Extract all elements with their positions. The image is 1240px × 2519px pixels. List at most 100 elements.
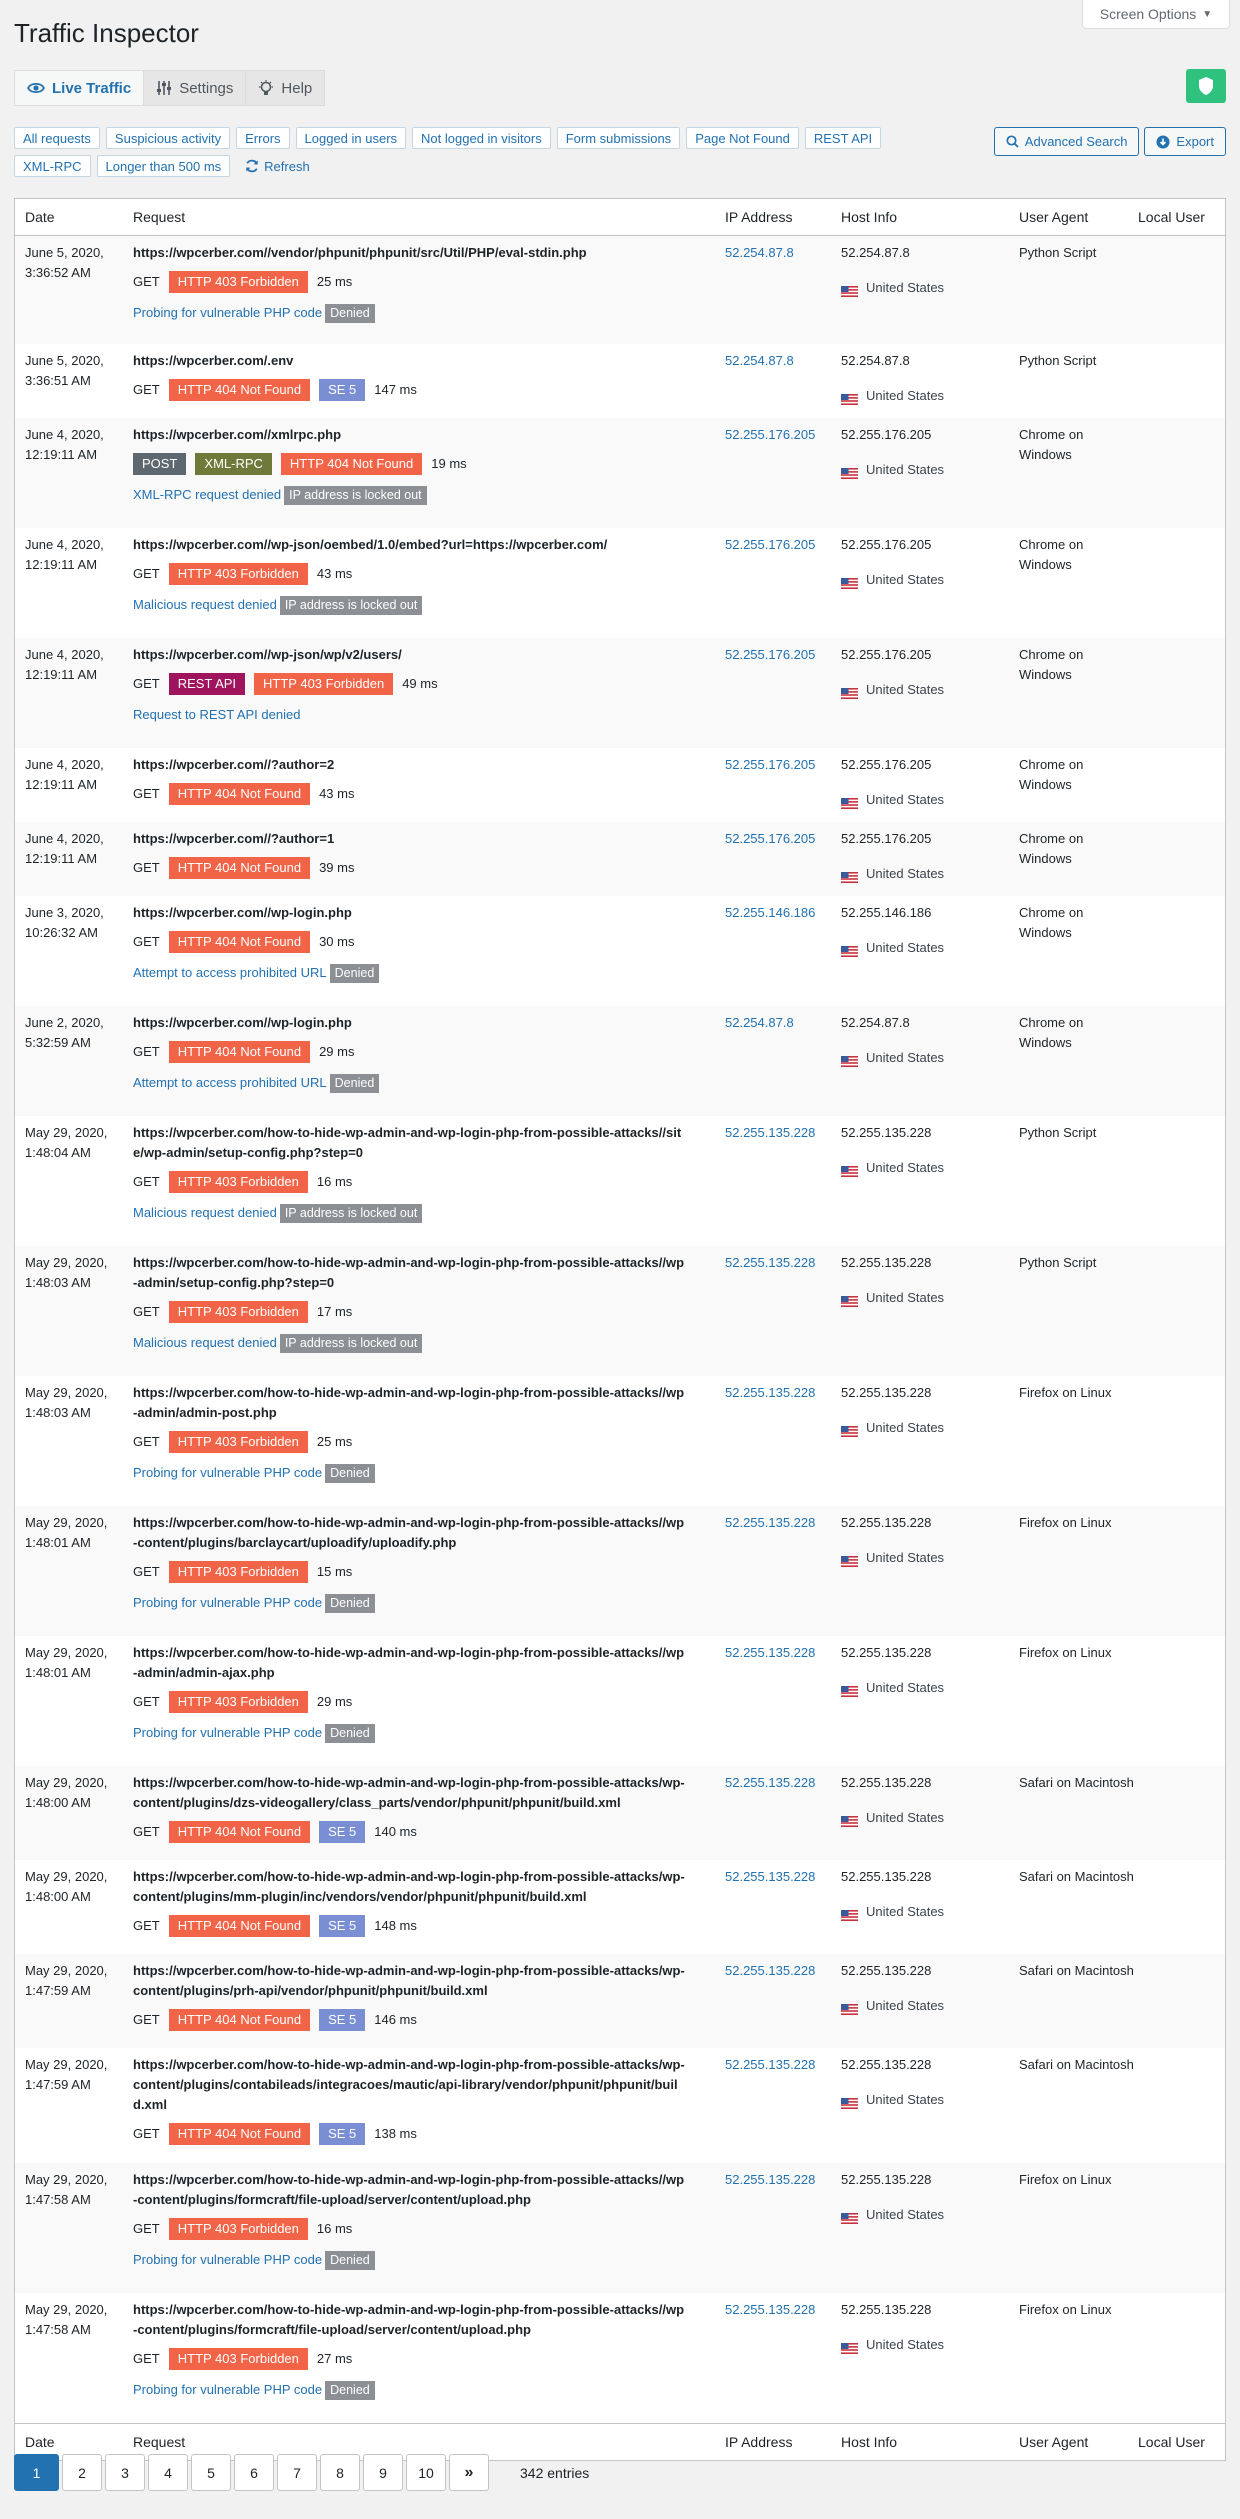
export-button[interactable]: Export <box>1144 127 1226 156</box>
ip-link[interactable]: 52.255.135.228 <box>725 1125 816 1140</box>
filter-xml-rpc[interactable]: XML-RPC <box>14 155 91 177</box>
filter-errors[interactable]: Errors <box>236 127 290 149</box>
reason-tag: IP address is locked out <box>279 1333 423 1353</box>
request-method: GET <box>133 860 160 875</box>
ip-link[interactable]: 52.255.135.228 <box>725 1645 816 1660</box>
status-badge: HTTP 404 Not Found <box>168 2123 311 2145</box>
request-meta: GET REST API HTTP 403 Forbidden 49 ms <box>133 673 725 695</box>
country-name: United States <box>866 1810 945 1825</box>
advanced-search-button[interactable]: Advanced Search <box>993 127 1140 156</box>
request-url: https://wpcerber.com//wp-json/wp/v2/user… <box>133 647 402 662</box>
reason-link[interactable]: Attempt to access prohibited URL <box>133 1075 327 1090</box>
refresh-button[interactable]: Refresh <box>236 155 319 177</box>
ip-link[interactable]: 52.255.176.205 <box>725 537 816 552</box>
reason-tag: Denied <box>325 1463 375 1483</box>
us-flag-icon <box>841 1683 858 1697</box>
request-url: https://wpcerber.com//?author=2 <box>133 757 335 772</box>
tab-help[interactable]: Help <box>245 70 326 106</box>
page-button-4[interactable]: 4 <box>148 2454 188 2491</box>
reason-link[interactable]: Attempt to access prohibited URL <box>133 965 327 980</box>
filter-page-not-found[interactable]: Page Not Found <box>686 127 799 149</box>
ip-link[interactable]: 52.254.87.8 <box>725 1015 794 1030</box>
ip-link[interactable]: 52.255.135.228 <box>725 2302 816 2317</box>
ip-link[interactable]: 52.255.135.228 <box>725 1869 816 1884</box>
row-date: May 29, 2020, 1:48:03 AM <box>25 1385 108 1420</box>
reason-link[interactable]: Malicious request denied <box>133 1205 277 1220</box>
table-header: Date Request IP Address Host Info User A… <box>15 199 1225 236</box>
status-badge: HTTP 403 Forbidden <box>168 1561 308 1583</box>
row-request: https://wpcerber.com//wp-json/oembed/1.0… <box>133 528 725 615</box>
reason-link[interactable]: Probing for vulnerable PHP code <box>133 2252 323 2267</box>
status-badge: SE 5 <box>319 2009 366 2031</box>
reason-link[interactable]: Probing for vulnerable PHP code <box>133 1595 323 1610</box>
ip-link[interactable]: 52.255.135.228 <box>725 1255 816 1270</box>
row-date: May 29, 2020, 1:47:58 AM <box>25 2172 108 2207</box>
ip-link[interactable]: 52.254.87.8 <box>725 245 794 260</box>
filter-not-logged-in-visitors[interactable]: Not logged in visitors <box>412 127 551 149</box>
ip-link[interactable]: 52.255.135.228 <box>725 1963 816 1978</box>
filter-longer-than-500ms[interactable]: Longer than 500 ms <box>96 155 231 177</box>
page-button-2[interactable]: 2 <box>62 2454 102 2491</box>
host-address: 52.255.176.205 <box>841 427 932 442</box>
page-button-7[interactable]: 7 <box>277 2454 317 2491</box>
country-name: United States <box>866 2337 945 2352</box>
page-button-3[interactable]: 3 <box>105 2454 145 2491</box>
tab-live-traffic[interactable]: Live Traffic <box>14 70 144 106</box>
request-method: GET <box>133 1174 160 1189</box>
reason-link[interactable]: Request to REST API denied <box>133 707 301 722</box>
ip-link[interactable]: 52.255.176.205 <box>725 831 816 846</box>
entries-count: 342 entries <box>520 2464 590 2481</box>
ip-link[interactable]: 52.254.87.8 <box>725 353 794 368</box>
reason-link[interactable]: Probing for vulnerable PHP code <box>133 2382 323 2397</box>
ip-link[interactable]: 52.255.135.228 <box>725 1385 816 1400</box>
page-button-1[interactable]: 1 <box>14 2454 59 2491</box>
filter-logged-in-users[interactable]: Logged in users <box>295 127 407 149</box>
ip-link[interactable]: 52.255.135.228 <box>725 1515 816 1530</box>
row-date: May 29, 2020, 1:48:04 AM <box>25 1125 108 1160</box>
filter-suspicious-activity[interactable]: Suspicious activity <box>105 127 231 149</box>
page-button-8[interactable]: 8 <box>320 2454 360 2491</box>
row-user-agent: Safari on Macintosh <box>1019 1963 1134 1978</box>
filter-form-submissions[interactable]: Form submissions <box>556 127 681 149</box>
row-host-info: 52.254.87.8 United States <box>841 1006 1019 1068</box>
page-button-5[interactable]: 5 <box>191 2454 231 2491</box>
ip-link[interactable]: 52.255.135.228 <box>725 1775 816 1790</box>
host-country: United States <box>841 790 1019 810</box>
page-button-9[interactable]: 9 <box>363 2454 403 2491</box>
filter-rest-api[interactable]: REST API <box>804 127 882 149</box>
row-local-user <box>1138 1954 1225 1961</box>
row-user-agent: Python Script <box>1019 245 1097 260</box>
reason-link[interactable]: Malicious request denied <box>133 597 277 612</box>
reason-tag: Denied <box>325 303 375 323</box>
reason-link[interactable]: XML-RPC request denied <box>133 487 282 502</box>
reason-link[interactable]: Probing for vulnerable PHP code <box>133 1725 323 1740</box>
reason-link[interactable]: Probing for vulnerable PHP code <box>133 1465 323 1480</box>
request-url: https://wpcerber.com/how-to-hide-wp-admi… <box>133 1255 685 1290</box>
screen-options-button[interactable]: Screen Options ▼ <box>1082 0 1230 29</box>
ip-link[interactable]: 52.255.176.205 <box>725 757 816 772</box>
ip-link[interactable]: 52.255.176.205 <box>725 647 816 662</box>
row-date: June 2, 2020, 5:32:59 AM <box>25 1015 104 1050</box>
row-host-info: 52.255.176.205 United States <box>841 638 1019 700</box>
request-meta: GET HTTP 403 Forbidden 43 ms <box>133 563 725 585</box>
shield-status-button[interactable] <box>1186 69 1226 103</box>
filter-all-requests[interactable]: All requests <box>14 127 100 149</box>
ip-link[interactable]: 52.255.176.205 <box>725 427 816 442</box>
reason-link[interactable]: Malicious request denied <box>133 1335 277 1350</box>
page-button-10[interactable]: 10 <box>406 2454 446 2491</box>
row-request: https://wpcerber.com/how-to-hide-wp-admi… <box>133 1116 725 1223</box>
page-button-6[interactable]: 6 <box>234 2454 274 2491</box>
reason-link[interactable]: Probing for vulnerable PHP code <box>133 305 323 320</box>
host-country: United States <box>841 680 1019 700</box>
ip-link[interactable]: 52.255.146.186 <box>725 905 816 920</box>
nav-tabs: Live Traffic Settings Help <box>14 70 326 106</box>
ip-link[interactable]: 52.255.135.228 <box>725 2172 816 2187</box>
tab-settings[interactable]: Settings <box>143 70 246 106</box>
request-url: https://wpcerber.com/.env <box>133 353 294 368</box>
ip-link[interactable]: 52.255.135.228 <box>725 2057 816 2072</box>
row-host-info: 52.255.135.228 United States <box>841 1246 1019 1308</box>
row-host-info: 52.255.135.228 United States <box>841 1116 1019 1178</box>
request-url: https://wpcerber.com//vendor/phpunit/php… <box>133 245 587 260</box>
row-host-info: 52.255.135.228 United States <box>841 2163 1019 2225</box>
next-page-button[interactable]: » <box>449 2454 489 2491</box>
